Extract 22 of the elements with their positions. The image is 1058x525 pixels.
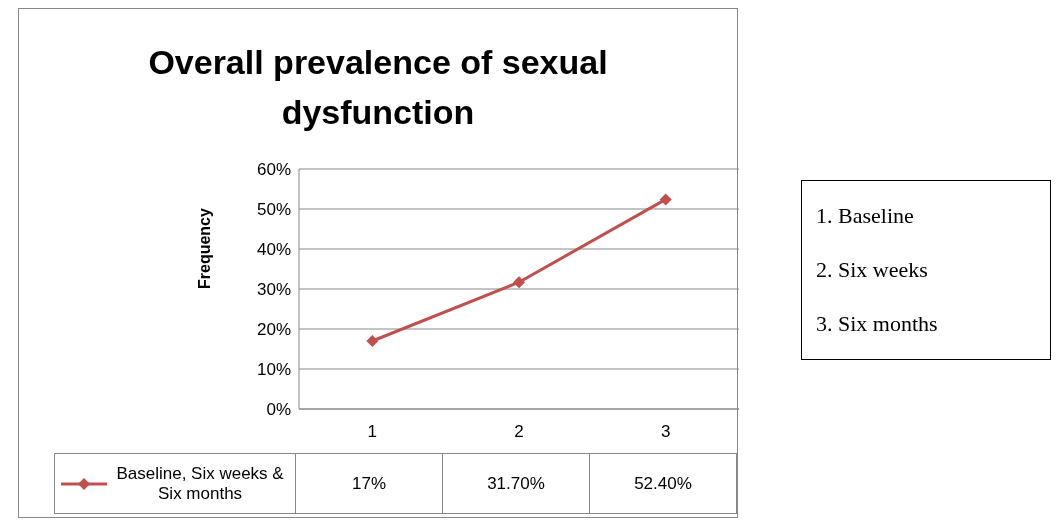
text: 2. Six weeks: [816, 256, 929, 284]
y-tick-label: 0%: [266, 400, 291, 420]
x-tick-label: 2: [514, 422, 524, 442]
chart-title: Overall prevalence of sexual dysfunction: [147, 42, 609, 133]
x-tick-label: 3: [660, 422, 671, 442]
point: [513, 276, 525, 289]
point: [659, 193, 672, 206]
y-axis-title: Frequency: [195, 207, 213, 289]
y-tick-label: 60%: [256, 160, 291, 180]
text: 1. Baseline: [816, 202, 915, 230]
point: [366, 335, 379, 347]
y-tick-label: 50%: [256, 200, 291, 220]
y-tick-label: 20%: [256, 320, 291, 340]
y-tick-label: 40%: [256, 240, 291, 260]
x-tick-label: 1: [367, 422, 378, 442]
data-label: 31.70%: [442, 453, 590, 514]
y-tick-label: 10%: [256, 360, 291, 380]
data-label: 52.40%: [589, 453, 737, 514]
text: 3. Six months: [816, 310, 939, 338]
legend-label: Baseline, Six weeks & Six months: [115, 463, 285, 504]
data-label: 17%: [295, 453, 443, 514]
y-tick-label: 30%: [256, 280, 291, 300]
